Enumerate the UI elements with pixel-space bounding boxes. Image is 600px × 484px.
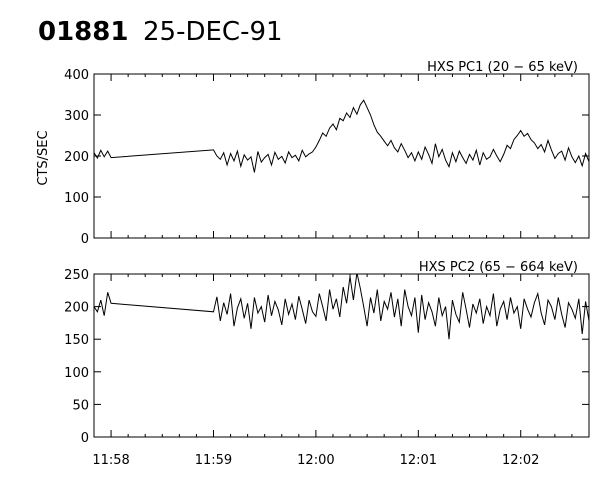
x-tick-label: 12:02 <box>502 453 539 468</box>
y-tick-label: 0 <box>81 232 89 247</box>
y-tick-label: 300 <box>64 109 89 124</box>
x-tick-label: 12:00 <box>297 453 334 468</box>
y-tick-label: 250 <box>64 268 89 283</box>
x-tick-label: 11:59 <box>195 453 232 468</box>
y-tick-label: 0 <box>81 431 89 446</box>
x-tick-label: 11:58 <box>92 453 129 468</box>
y-tick-label: 50 <box>72 398 89 413</box>
x-tick-label: 12:01 <box>400 453 437 468</box>
event-date: 25-DEC-91 <box>143 17 283 47</box>
y-tick-label: 400 <box>64 68 89 83</box>
event-id: 01881 <box>38 17 128 47</box>
panel-pc1: HXS PC1 (20 − 65 keV) CTS/SEC 0 100 200 300… <box>36 60 590 247</box>
y-axis-label: CTS/SEC <box>36 130 51 185</box>
y-tick-label: 100 <box>64 191 89 206</box>
plot-frame <box>93 273 590 438</box>
panel-pc2: HXS PC2 (65 − 664 keV) 0 50 100 150 200 250 11… <box>64 260 590 468</box>
plot-frame <box>93 73 590 239</box>
panel-pc1-title: HXS PC1 (20 − 65 keV) <box>427 60 578 75</box>
panel-pc2-title: HXS PC2 (65 − 664 keV) <box>419 260 578 275</box>
y-tick-label: 100 <box>64 366 89 381</box>
y-tick-label: 150 <box>64 333 89 348</box>
series-line <box>94 274 589 340</box>
y-tick-label: 200 <box>64 150 89 165</box>
y-tick-label: 200 <box>64 301 89 316</box>
series-line <box>94 99 589 173</box>
